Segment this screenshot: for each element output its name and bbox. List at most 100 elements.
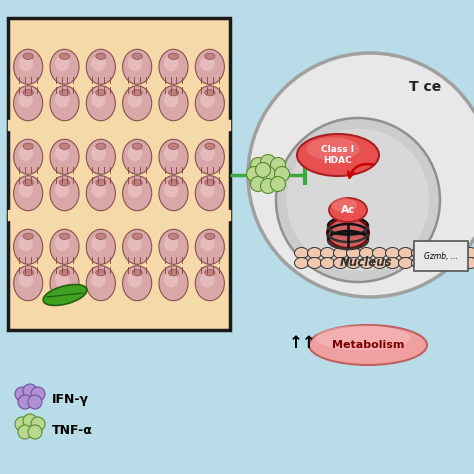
Ellipse shape xyxy=(195,49,224,84)
Ellipse shape xyxy=(329,198,367,222)
Circle shape xyxy=(250,157,265,173)
Text: ↑↑: ↑↑ xyxy=(289,334,317,352)
Circle shape xyxy=(18,425,32,439)
Circle shape xyxy=(31,417,45,431)
Ellipse shape xyxy=(123,176,152,211)
Ellipse shape xyxy=(86,139,115,174)
Ellipse shape xyxy=(96,270,106,276)
Ellipse shape xyxy=(86,266,115,301)
Ellipse shape xyxy=(164,146,178,161)
Ellipse shape xyxy=(200,55,215,71)
Ellipse shape xyxy=(86,86,115,121)
Ellipse shape xyxy=(128,272,142,288)
Ellipse shape xyxy=(205,90,215,96)
Circle shape xyxy=(250,176,265,191)
Ellipse shape xyxy=(316,326,410,350)
Ellipse shape xyxy=(50,49,79,84)
Ellipse shape xyxy=(164,236,178,251)
Ellipse shape xyxy=(55,55,70,71)
Ellipse shape xyxy=(55,236,70,251)
Ellipse shape xyxy=(128,55,142,71)
Ellipse shape xyxy=(132,233,142,239)
Ellipse shape xyxy=(205,143,215,149)
Ellipse shape xyxy=(159,266,188,301)
Ellipse shape xyxy=(18,236,33,251)
Circle shape xyxy=(276,118,440,282)
Text: Metabolism: Metabolism xyxy=(332,340,404,350)
Ellipse shape xyxy=(450,247,465,258)
Circle shape xyxy=(18,395,32,409)
Ellipse shape xyxy=(132,143,142,149)
Circle shape xyxy=(15,417,29,431)
Ellipse shape xyxy=(14,266,43,301)
Ellipse shape xyxy=(205,53,215,59)
Ellipse shape xyxy=(86,229,115,264)
Circle shape xyxy=(28,425,42,439)
Ellipse shape xyxy=(159,139,188,174)
Ellipse shape xyxy=(23,180,33,186)
Ellipse shape xyxy=(164,272,178,288)
Ellipse shape xyxy=(23,53,33,59)
Ellipse shape xyxy=(50,176,79,211)
Ellipse shape xyxy=(91,182,106,198)
Ellipse shape xyxy=(23,90,33,96)
Ellipse shape xyxy=(91,236,106,251)
Ellipse shape xyxy=(168,270,179,276)
Ellipse shape xyxy=(411,257,426,268)
Text: Nucleus: Nucleus xyxy=(340,255,392,268)
Circle shape xyxy=(271,176,285,191)
Ellipse shape xyxy=(23,270,33,276)
Ellipse shape xyxy=(50,86,79,121)
Ellipse shape xyxy=(123,86,152,121)
Ellipse shape xyxy=(91,92,106,108)
Circle shape xyxy=(15,387,29,401)
Ellipse shape xyxy=(205,180,215,186)
Ellipse shape xyxy=(320,257,335,268)
Ellipse shape xyxy=(346,257,361,268)
Ellipse shape xyxy=(86,176,115,211)
Ellipse shape xyxy=(195,229,224,264)
Ellipse shape xyxy=(200,236,215,251)
Ellipse shape xyxy=(59,180,70,186)
Ellipse shape xyxy=(59,90,70,96)
Ellipse shape xyxy=(18,182,33,198)
Ellipse shape xyxy=(14,229,43,264)
Ellipse shape xyxy=(128,236,142,251)
Ellipse shape xyxy=(205,270,215,276)
Circle shape xyxy=(28,395,42,409)
Ellipse shape xyxy=(309,325,427,365)
Ellipse shape xyxy=(164,92,178,108)
Ellipse shape xyxy=(320,247,335,258)
Ellipse shape xyxy=(18,92,33,108)
Ellipse shape xyxy=(327,218,369,248)
Ellipse shape xyxy=(14,176,43,211)
Ellipse shape xyxy=(86,49,115,84)
Ellipse shape xyxy=(346,247,361,258)
Ellipse shape xyxy=(132,180,142,186)
Text: Ac: Ac xyxy=(341,205,355,215)
Circle shape xyxy=(261,155,275,170)
FancyBboxPatch shape xyxy=(8,18,230,330)
Ellipse shape xyxy=(128,182,142,198)
Circle shape xyxy=(274,166,290,182)
Ellipse shape xyxy=(308,257,321,268)
Ellipse shape xyxy=(331,198,357,212)
Ellipse shape xyxy=(18,272,33,288)
Circle shape xyxy=(255,163,271,177)
Circle shape xyxy=(31,387,45,401)
Ellipse shape xyxy=(195,139,224,174)
Ellipse shape xyxy=(128,146,142,161)
Ellipse shape xyxy=(91,55,106,71)
Ellipse shape xyxy=(168,90,179,96)
Ellipse shape xyxy=(59,233,70,239)
Ellipse shape xyxy=(306,137,360,161)
Ellipse shape xyxy=(168,143,179,149)
Ellipse shape xyxy=(96,143,106,149)
Ellipse shape xyxy=(294,247,309,258)
Text: IFN-γ: IFN-γ xyxy=(52,393,89,407)
Ellipse shape xyxy=(159,86,188,121)
Ellipse shape xyxy=(334,247,347,258)
Ellipse shape xyxy=(132,53,142,59)
Ellipse shape xyxy=(96,90,106,96)
Ellipse shape xyxy=(123,49,152,84)
